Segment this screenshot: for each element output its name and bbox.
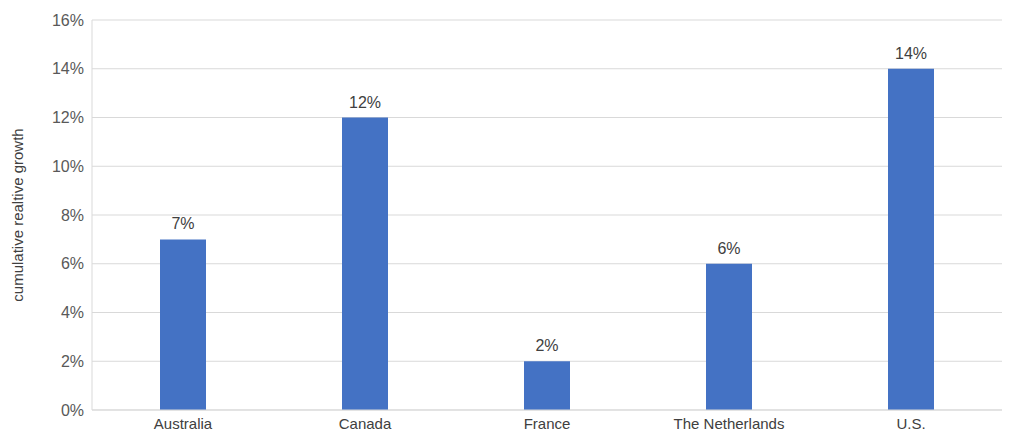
svg-text:7%: 7% [171,215,194,232]
svg-text:U.S.: U.S. [896,415,925,432]
svg-text:6%: 6% [61,255,84,272]
svg-text:8%: 8% [61,207,84,224]
svg-text:Australia: Australia [154,415,213,432]
svg-text:Canada: Canada [339,415,392,432]
svg-text:10%: 10% [52,158,84,175]
svg-text:4%: 4% [61,304,84,321]
svg-text:2%: 2% [61,353,84,370]
svg-text:0%: 0% [61,402,84,419]
svg-text:14%: 14% [895,45,927,62]
svg-text:16%: 16% [52,12,84,29]
svg-text:2%: 2% [535,337,558,354]
svg-text:France: France [524,415,571,432]
svg-text:The Netherlands: The Netherlands [674,415,785,432]
svg-text:12%: 12% [349,94,381,111]
svg-text:14%: 14% [52,60,84,77]
svg-text:6%: 6% [717,240,740,257]
svg-text:cumulative realtive growth: cumulative realtive growth [9,128,26,301]
svg-text:12%: 12% [52,109,84,126]
